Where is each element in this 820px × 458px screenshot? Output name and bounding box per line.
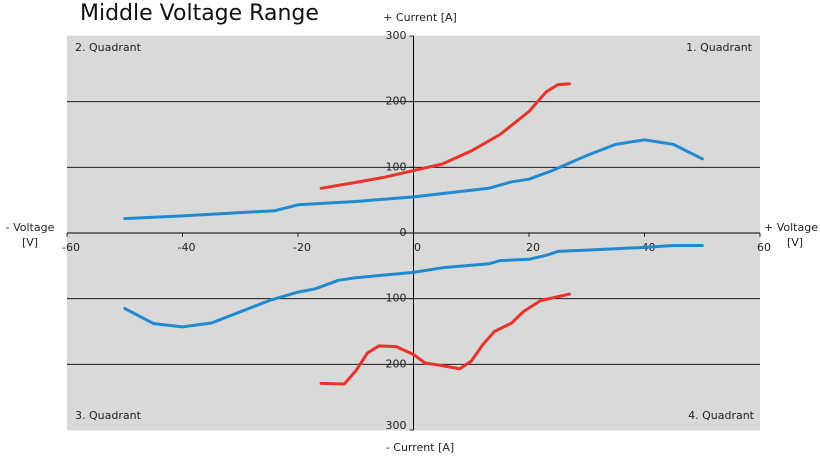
series-line <box>319 292 571 386</box>
series-line <box>123 244 704 329</box>
series-line <box>123 138 704 221</box>
quadrant-label: 3. Quadrant <box>75 409 142 422</box>
x-tick-label: 0 <box>414 241 421 254</box>
x-tick-label: 60 <box>757 241 771 254</box>
y-tick-label: 200 <box>386 357 407 370</box>
x-tick-label: -40 <box>178 241 196 254</box>
x-tick-label: -20 <box>293 241 311 254</box>
x-label-right: + Voltage <box>764 221 818 234</box>
y-tick-label: 100 <box>386 292 407 305</box>
y-tick-label: 100 <box>386 160 407 173</box>
x-tick-label: -60 <box>62 241 80 254</box>
y-tick-label: 300 <box>386 29 407 42</box>
x-tick-label: 20 <box>526 241 540 254</box>
y-tick-label: 200 <box>386 95 407 108</box>
y-label-bottom: - Current [A] <box>386 441 454 454</box>
x-label-left-unit: [V] <box>22 236 38 249</box>
quadrant-label: 2. Quadrant <box>75 41 142 54</box>
y-tick-label: 300 <box>386 419 407 432</box>
y-label-top: + Current [A] <box>383 11 457 24</box>
chart-title: Middle Voltage Range <box>80 1 319 26</box>
x-label-right-unit: [V] <box>787 236 803 249</box>
quadrant-label: 4. Quadrant <box>688 409 755 422</box>
series-line <box>319 82 571 190</box>
quadrant-label: 1. Quadrant <box>686 41 753 54</box>
x-label-left: - Voltage <box>6 221 55 234</box>
